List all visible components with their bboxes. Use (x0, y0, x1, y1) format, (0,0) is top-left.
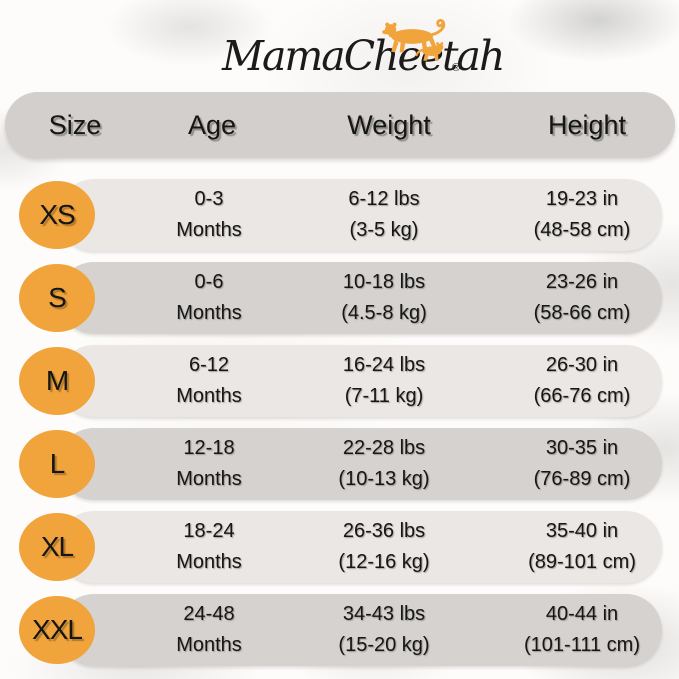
height-cm: (58-66 cm) (533, 302, 631, 324)
table-row-l: L 12-18 Months 22-28 lbs (10-13 kg) 30-3… (19, 428, 662, 500)
height-cm: (101-111 cm) (524, 634, 640, 656)
size-badge: S (19, 264, 95, 332)
table-row-xl: XL 18-24 Months 26-36 lbs (12-16 kg) 35-… (19, 511, 662, 583)
weight-cell: 10-18 lbs (4.5-8 kg) (294, 262, 474, 334)
age-unit: Months (176, 634, 242, 656)
weight-lbs: 16-24 lbs (342, 354, 426, 376)
height-cm: (48-58 cm) (533, 219, 631, 241)
age-unit: Months (176, 551, 242, 573)
age-cell: 0-3 Months (134, 179, 284, 251)
age-range: 18-24 (183, 520, 235, 542)
age-cell: 0-6 Months (134, 262, 284, 334)
age-cell: 18-24 Months (134, 511, 284, 583)
table-header-row: Size Age Weight Height (5, 92, 675, 158)
height-cell: 26-30 in (66-76 cm) (484, 345, 679, 417)
age-cell: 24-48 Months (134, 594, 284, 666)
size-badge: XXL (19, 596, 95, 664)
height-cm: (66-76 cm) (533, 385, 631, 407)
weight-kg: (12-16 kg) (338, 551, 430, 573)
height-cell: 35-40 in (89-101 cm) (484, 511, 679, 583)
height-in: 19-23 in (545, 188, 619, 210)
age-unit: Months (176, 468, 242, 490)
height-in: 40-44 in (545, 603, 619, 625)
weight-lbs: 22-28 lbs (342, 437, 426, 459)
cheetah-mother-and-cub-icon (382, 19, 446, 61)
weight-cell: 26-36 lbs (12-16 kg) (294, 511, 474, 583)
table-row-xs: XS 0-3 Months 6-12 lbs (3-5 kg) 19-23 in… (19, 179, 662, 251)
brand-logo: MamaCheetah ® (0, 8, 679, 92)
weight-cell: 16-24 lbs (7-11 kg) (294, 345, 474, 417)
height-cell: 23-26 in (58-66 cm) (484, 262, 679, 334)
age-cell: 6-12 Months (134, 345, 284, 417)
table-row-xxl: XXL 24-48 Months 34-43 lbs (15-20 kg) 40… (19, 594, 662, 666)
column-header-age: Age (187, 109, 237, 140)
weight-lbs: 26-36 lbs (342, 520, 426, 542)
age-range: 12-18 (183, 437, 235, 459)
age-range: 24-48 (183, 603, 235, 625)
column-header-height: Height (547, 109, 627, 140)
weight-kg: (7-11 kg) (344, 385, 424, 407)
size-badge: L (19, 430, 95, 498)
height-in: 23-26 in (545, 271, 619, 293)
size-badge: XS (19, 181, 95, 249)
height-in: 30-35 in (545, 437, 619, 459)
height-cell: 30-35 in (76-89 cm) (484, 428, 679, 500)
height-cm: (76-89 cm) (533, 468, 631, 490)
column-header-size: Size (48, 109, 102, 140)
weight-kg: (15-20 kg) (338, 634, 430, 656)
age-unit: Months (176, 302, 242, 324)
size-badge: M (19, 347, 95, 415)
brand-logo-text: MamaCheetah (222, 32, 505, 80)
age-unit: Months (176, 385, 242, 407)
height-cell: 40-44 in (101-111 cm) (484, 594, 679, 666)
weight-cell: 34-43 lbs (15-20 kg) (294, 594, 474, 666)
weight-kg: (3-5 kg) (349, 219, 419, 241)
height-cm: (89-101 cm) (528, 551, 636, 573)
height-in: 35-40 in (545, 520, 619, 542)
age-cell: 12-18 Months (134, 428, 284, 500)
age-unit: Months (176, 219, 242, 241)
registered-trademark: ® (452, 62, 461, 74)
age-range: 0-3 (194, 188, 224, 210)
weight-cell: 6-12 lbs (3-5 kg) (294, 179, 474, 251)
age-range: 6-12 (188, 354, 230, 376)
weight-kg: (10-13 kg) (338, 468, 430, 490)
size-badge: XL (19, 513, 95, 581)
age-range: 0-6 (194, 271, 224, 293)
height-in: 26-30 in (545, 354, 619, 376)
weight-lbs: 6-12 lbs (348, 188, 420, 210)
column-header-weight: Weight (347, 109, 431, 140)
weight-kg: (4.5-8 kg) (341, 302, 427, 324)
weight-lbs: 34-43 lbs (342, 603, 426, 625)
weight-cell: 22-28 lbs (10-13 kg) (294, 428, 474, 500)
table-row-s: S 0-6 Months 10-18 lbs (4.5-8 kg) 23-26 … (19, 262, 662, 334)
table-row-m: M 6-12 Months 16-24 lbs (7-11 kg) 26-30 … (19, 345, 662, 417)
height-cell: 19-23 in (48-58 cm) (484, 179, 679, 251)
weight-lbs: 10-18 lbs (342, 271, 426, 293)
